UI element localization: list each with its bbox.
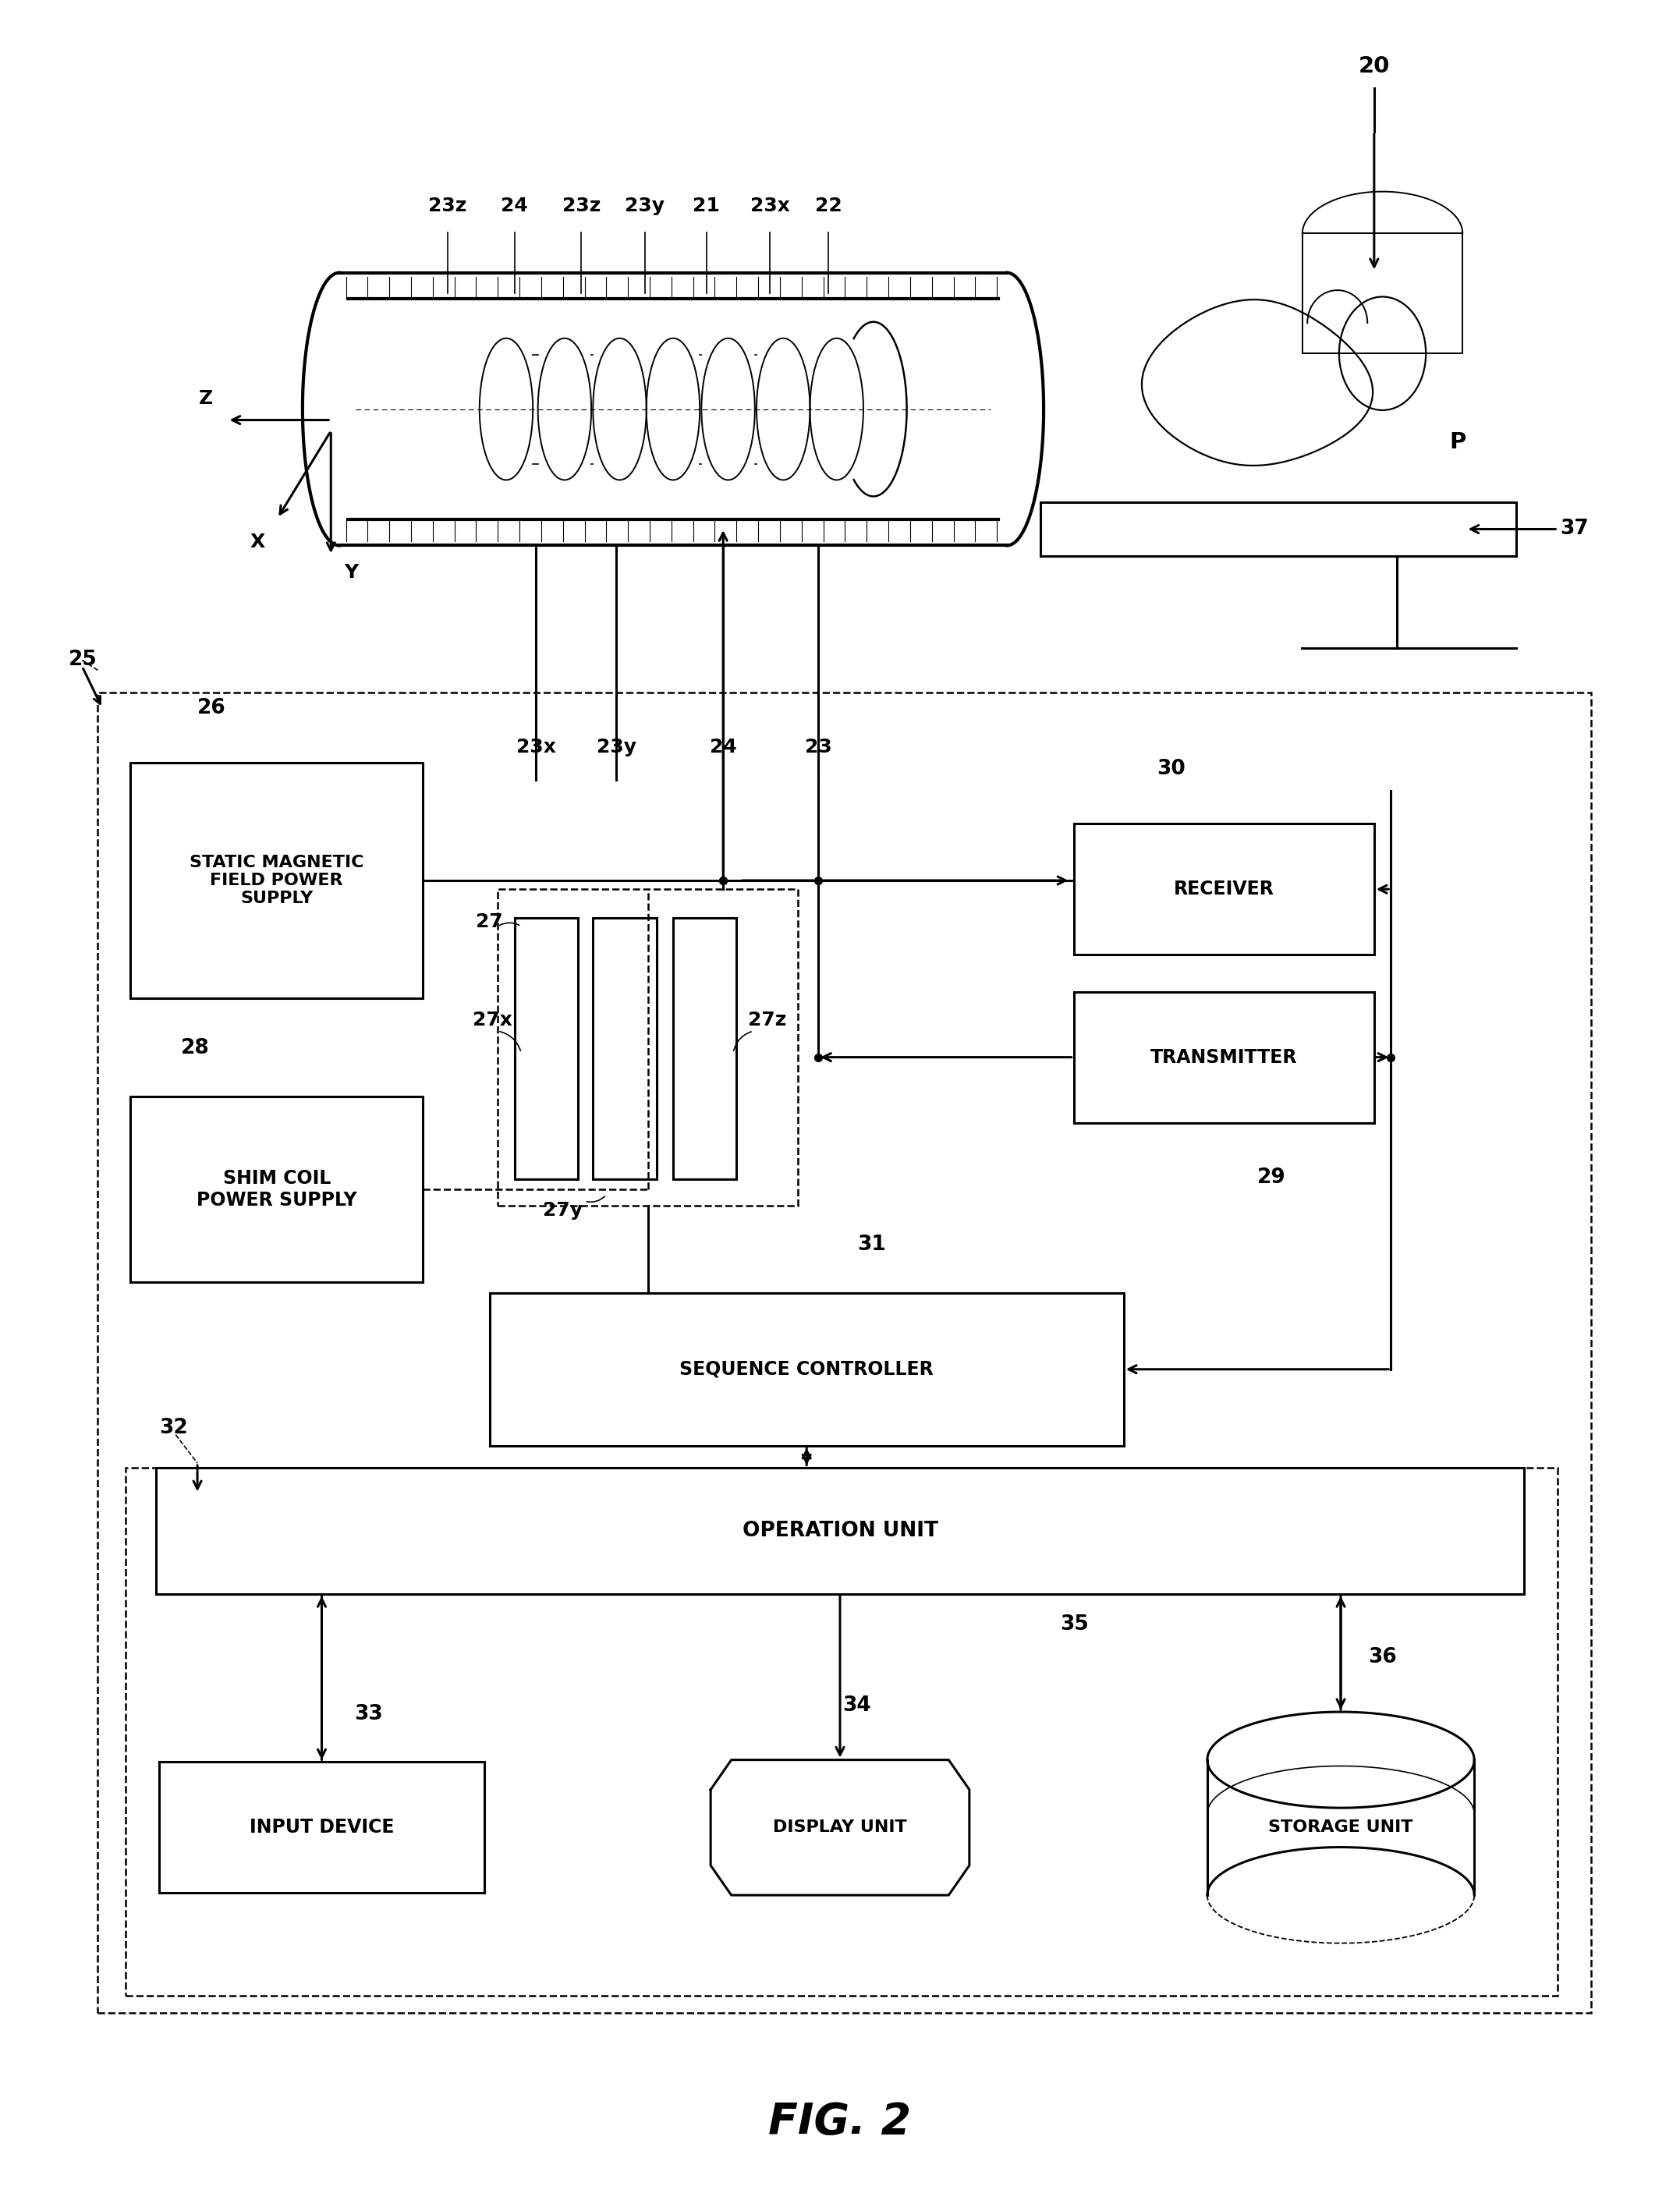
Bar (97, 693, 1591, 2013)
Text: 34: 34 (842, 1695, 870, 1715)
Text: Y: Y (344, 564, 358, 581)
Text: 23y: 23y (596, 739, 637, 757)
Text: 20: 20 (1359, 55, 1389, 77)
Text: 26: 26 (197, 697, 227, 719)
Text: 23x: 23x (516, 739, 556, 757)
Text: DISPLAY UNIT: DISPLAY UNIT (773, 1820, 907, 1836)
Bar (1074, 825, 1374, 954)
Bar (131, 763, 423, 998)
Text: 27z: 27z (748, 1011, 786, 1029)
Text: 24: 24 (709, 739, 738, 757)
Text: 27x: 27x (472, 1011, 512, 1029)
Bar (497, 888, 798, 1206)
Text: SEQUENCE CONTROLLER: SEQUENCE CONTROLLER (680, 1360, 934, 1379)
Text: OPERATION UNIT: OPERATION UNIT (743, 1520, 937, 1542)
Text: 27y: 27y (543, 1200, 583, 1219)
Text: X: X (250, 533, 265, 553)
Text: TRANSMITTER: TRANSMITTER (1151, 1048, 1297, 1066)
Text: 23z: 23z (563, 197, 600, 215)
Text: SHIM COIL
POWER SUPPLY: SHIM COIL POWER SUPPLY (197, 1169, 356, 1211)
Text: 37: 37 (1561, 520, 1589, 539)
Text: 36: 36 (1368, 1647, 1396, 1667)
Bar (1074, 991, 1374, 1123)
Bar (1040, 502, 1515, 557)
Bar (156, 1467, 1524, 1594)
Text: FIG. 2: FIG. 2 (768, 2101, 912, 2143)
Bar (126, 1467, 1557, 1996)
Bar (131, 1096, 423, 1283)
Text: 29: 29 (1257, 1167, 1285, 1186)
Text: 23: 23 (805, 739, 832, 757)
Text: 25: 25 (69, 649, 97, 671)
Text: RECEIVER: RECEIVER (1174, 879, 1273, 899)
Text: P: P (1450, 432, 1467, 452)
Bar (593, 917, 657, 1180)
Text: 23x: 23x (749, 197, 790, 215)
Bar (489, 1294, 1124, 1445)
Text: 23z: 23z (428, 197, 467, 215)
Text: 32: 32 (160, 1419, 188, 1439)
Bar (514, 917, 578, 1180)
Text: 28: 28 (181, 1037, 210, 1059)
Text: 22: 22 (815, 197, 842, 215)
Text: 35: 35 (1060, 1614, 1089, 1634)
Text: STATIC MAGNETIC
FIELD POWER
SUPPLY: STATIC MAGNETIC FIELD POWER SUPPLY (190, 855, 365, 906)
Text: 21: 21 (692, 197, 721, 215)
Text: 24: 24 (501, 197, 528, 215)
Text: 33: 33 (354, 1704, 383, 1724)
Text: 23y: 23y (625, 197, 665, 215)
Text: INPUT DEVICE: INPUT DEVICE (249, 1818, 395, 1838)
Bar (160, 1761, 484, 1893)
Text: 31: 31 (857, 1235, 885, 1254)
Text: 27: 27 (475, 912, 504, 932)
Text: 30: 30 (1158, 759, 1186, 779)
Text: Z: Z (198, 388, 213, 408)
Text: STORAGE UNIT: STORAGE UNIT (1268, 1820, 1413, 1836)
Bar (674, 917, 736, 1180)
